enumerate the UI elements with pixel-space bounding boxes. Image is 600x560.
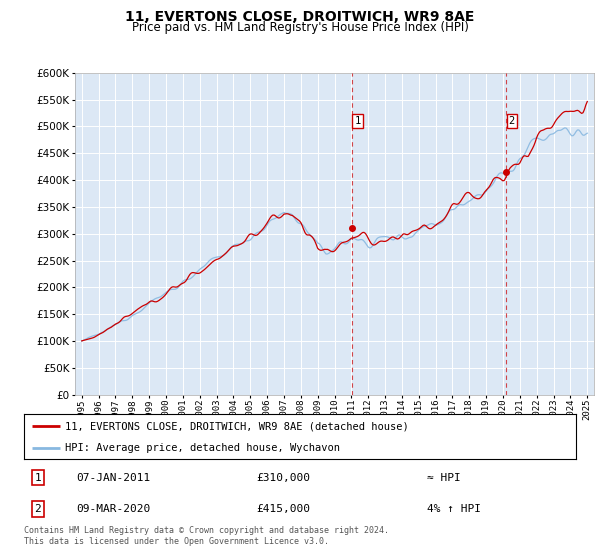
Text: 11, EVERTONS CLOSE, DROITWICH, WR9 8AE (detached house): 11, EVERTONS CLOSE, DROITWICH, WR9 8AE (… (65, 422, 409, 432)
Text: 1: 1 (355, 116, 361, 126)
Text: £310,000: £310,000 (256, 473, 310, 483)
Text: HPI: Average price, detached house, Wychavon: HPI: Average price, detached house, Wych… (65, 443, 340, 453)
Text: £415,000: £415,000 (256, 504, 310, 514)
Text: Contains HM Land Registry data © Crown copyright and database right 2024.
This d: Contains HM Land Registry data © Crown c… (24, 526, 389, 546)
Text: 2: 2 (34, 504, 41, 514)
Text: Price paid vs. HM Land Registry's House Price Index (HPI): Price paid vs. HM Land Registry's House … (131, 21, 469, 34)
Text: 07-JAN-2011: 07-JAN-2011 (76, 473, 151, 483)
Text: ≈ HPI: ≈ HPI (427, 473, 461, 483)
Text: 11, EVERTONS CLOSE, DROITWICH, WR9 8AE: 11, EVERTONS CLOSE, DROITWICH, WR9 8AE (125, 10, 475, 24)
Text: 09-MAR-2020: 09-MAR-2020 (76, 504, 151, 514)
Text: 2: 2 (509, 116, 515, 126)
Text: 4% ↑ HPI: 4% ↑ HPI (427, 504, 481, 514)
Text: 1: 1 (34, 473, 41, 483)
